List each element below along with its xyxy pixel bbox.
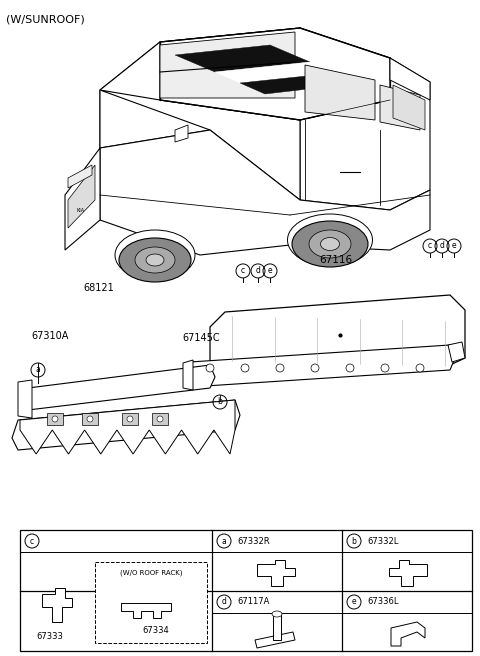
Circle shape (127, 416, 133, 422)
Circle shape (416, 364, 424, 372)
Polygon shape (380, 85, 420, 130)
Text: 67332L: 67332L (367, 537, 398, 546)
Text: d: d (255, 266, 261, 276)
Circle shape (206, 364, 214, 372)
Circle shape (381, 364, 389, 372)
Polygon shape (255, 632, 295, 648)
Polygon shape (175, 125, 188, 142)
Polygon shape (121, 602, 171, 617)
Ellipse shape (115, 230, 195, 280)
Polygon shape (18, 380, 32, 418)
Polygon shape (22, 365, 215, 410)
Polygon shape (305, 65, 375, 120)
Ellipse shape (292, 221, 368, 267)
Text: 67116: 67116 (319, 255, 352, 264)
Polygon shape (390, 58, 430, 100)
Polygon shape (300, 28, 430, 210)
Polygon shape (68, 165, 95, 228)
Text: 67333: 67333 (36, 632, 63, 641)
Polygon shape (185, 345, 455, 387)
Ellipse shape (135, 247, 175, 273)
Text: a: a (222, 537, 227, 546)
Polygon shape (100, 130, 430, 255)
Text: e: e (268, 266, 272, 276)
Text: 67334: 67334 (143, 626, 169, 635)
Circle shape (87, 416, 93, 422)
Polygon shape (391, 622, 425, 646)
Text: e: e (352, 598, 356, 607)
Polygon shape (100, 90, 300, 200)
Circle shape (346, 364, 354, 372)
Polygon shape (12, 400, 240, 450)
Text: e: e (452, 241, 456, 251)
Polygon shape (273, 614, 281, 640)
Text: c: c (428, 241, 432, 251)
Bar (95, 562, 207, 643)
Polygon shape (42, 588, 72, 621)
Polygon shape (175, 45, 310, 72)
Polygon shape (448, 342, 465, 362)
Polygon shape (183, 360, 193, 390)
Text: b: b (351, 537, 357, 546)
Polygon shape (160, 28, 390, 120)
Circle shape (157, 416, 163, 422)
Circle shape (241, 364, 249, 372)
Text: 67145C: 67145C (183, 333, 220, 343)
Text: KIA: KIA (77, 207, 85, 213)
Text: c: c (30, 537, 34, 546)
Bar (122, 413, 138, 425)
Text: c: c (241, 266, 245, 276)
Bar (47, 413, 63, 425)
Text: (W/SUNROOF): (W/SUNROOF) (6, 14, 85, 24)
Polygon shape (393, 85, 425, 130)
Text: 67332R: 67332R (237, 537, 270, 546)
Polygon shape (100, 28, 300, 148)
Bar (82, 413, 98, 425)
Polygon shape (65, 148, 100, 250)
Ellipse shape (321, 237, 339, 251)
Text: b: b (217, 398, 222, 407)
Polygon shape (20, 400, 235, 454)
Ellipse shape (288, 214, 372, 266)
Bar (20, 530, 472, 651)
Circle shape (52, 416, 58, 422)
Polygon shape (257, 560, 295, 586)
Ellipse shape (119, 238, 191, 282)
Text: 67117A: 67117A (237, 598, 269, 607)
Text: 68121: 68121 (83, 283, 114, 293)
Polygon shape (210, 295, 465, 380)
Polygon shape (68, 165, 92, 188)
Ellipse shape (272, 611, 282, 617)
Polygon shape (389, 560, 427, 586)
Polygon shape (215, 62, 335, 83)
Ellipse shape (309, 230, 351, 258)
Polygon shape (100, 42, 160, 148)
Text: 67336L: 67336L (367, 598, 398, 607)
Text: (W/O ROOF RACK): (W/O ROOF RACK) (120, 570, 182, 577)
Circle shape (311, 364, 319, 372)
Bar (152, 413, 168, 425)
Polygon shape (160, 32, 295, 98)
Polygon shape (240, 73, 360, 94)
Ellipse shape (146, 254, 164, 266)
Circle shape (276, 364, 284, 372)
Text: 67310A: 67310A (32, 331, 69, 341)
Text: a: a (36, 365, 40, 375)
Text: d: d (440, 241, 444, 251)
Text: d: d (222, 598, 227, 607)
